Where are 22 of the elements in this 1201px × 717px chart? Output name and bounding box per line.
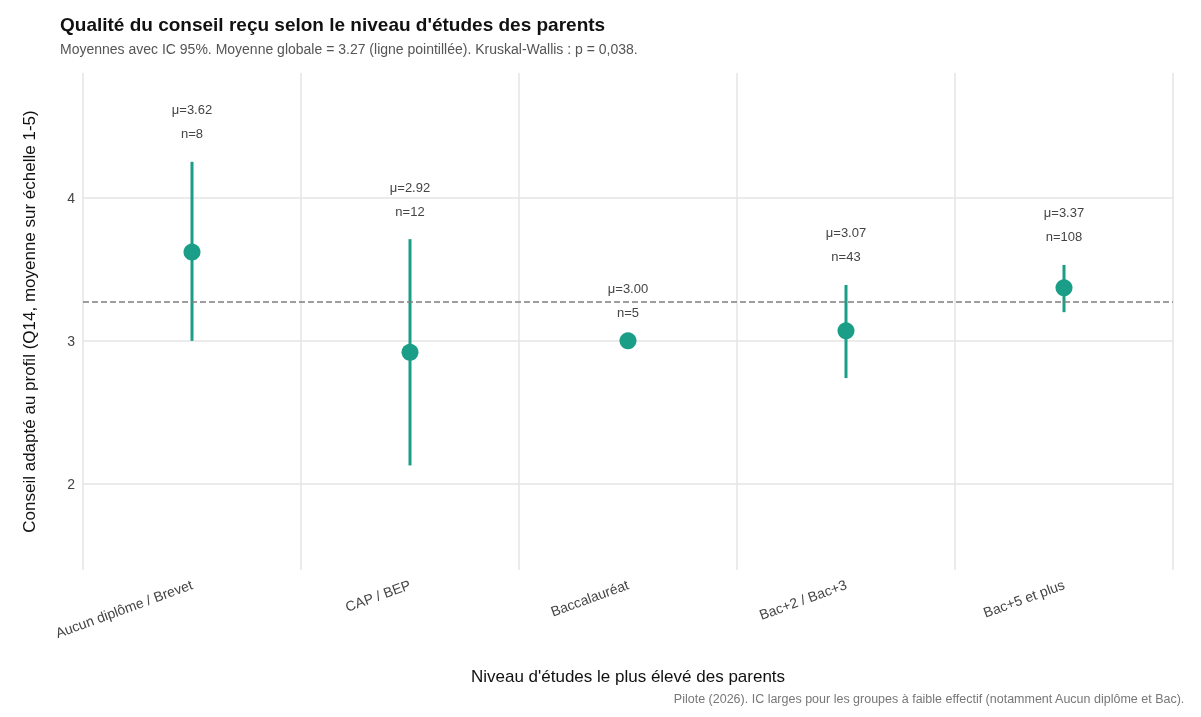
annotation: μ=3.37 n=108 bbox=[1043, 205, 1085, 245]
point bbox=[1055, 279, 1073, 297]
x-axis-title: Niveau d'études le plus élevé des parents bbox=[470, 667, 786, 686]
x-tick-label: Bac+2 / Bac+3 bbox=[756, 576, 849, 623]
text: Pilote (2026). IC larges pour les groupes à faible effectif (notamment Aucun diplôme et Bac). bbox=[673, 691, 1185, 706]
point bbox=[619, 332, 637, 350]
annotation: μ=3.62 n=8 bbox=[171, 102, 213, 142]
point bbox=[401, 343, 419, 361]
x-tick-label: Aucun diplôme / Brevet bbox=[53, 576, 195, 642]
y-tick-label: 4 bbox=[67, 189, 76, 206]
y-tick-label: 3 bbox=[67, 332, 76, 349]
annotation: μ=3.07 n=43 bbox=[825, 225, 867, 265]
y-axis-title: Conseil adapté au profil (Q14, moyenne sur échelle 1-5) bbox=[20, 110, 39, 533]
chart-title: Qualité du conseil reçu selon le niveau d'études des parents bbox=[60, 14, 606, 35]
annotation: μ=2.92 n=12 bbox=[389, 179, 431, 219]
x-tick-label: Bac+5 et plus bbox=[981, 576, 1067, 621]
x-tick-label: CAP / BEP bbox=[343, 576, 413, 615]
annotation: μ=3.00 n=5 bbox=[607, 281, 649, 321]
y-tick-label: 2 bbox=[67, 476, 76, 493]
point bbox=[183, 243, 201, 261]
chart-subtitle: Moyennes avec IC 95%. Moyenne globale = 3.27 (ligne pointillée). Kruskal-Wallis : p = 0,038. bbox=[60, 41, 638, 57]
point bbox=[837, 322, 855, 340]
